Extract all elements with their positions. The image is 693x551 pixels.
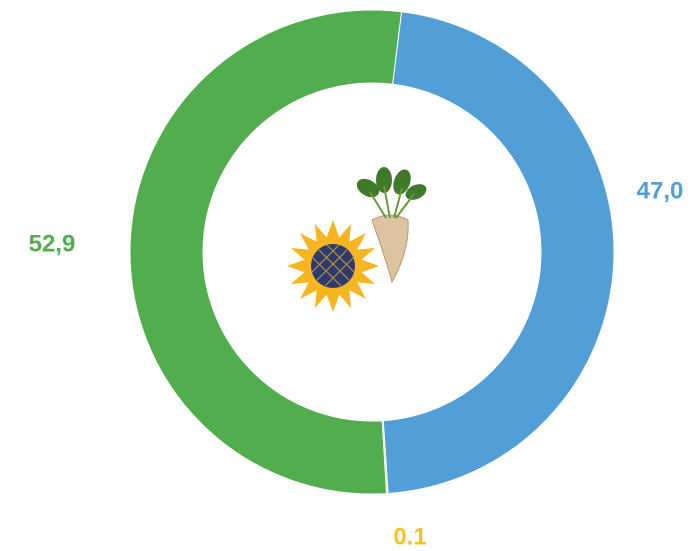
sunflower-icon	[287, 220, 379, 312]
donut	[129, 9, 615, 495]
donut-slice	[382, 11, 615, 495]
data-label: 0.1	[393, 523, 426, 550]
beet-icon	[356, 167, 427, 284]
data-label: 52,9	[29, 230, 76, 257]
data-label: 47,0	[637, 177, 684, 204]
donut-slice	[129, 9, 403, 495]
